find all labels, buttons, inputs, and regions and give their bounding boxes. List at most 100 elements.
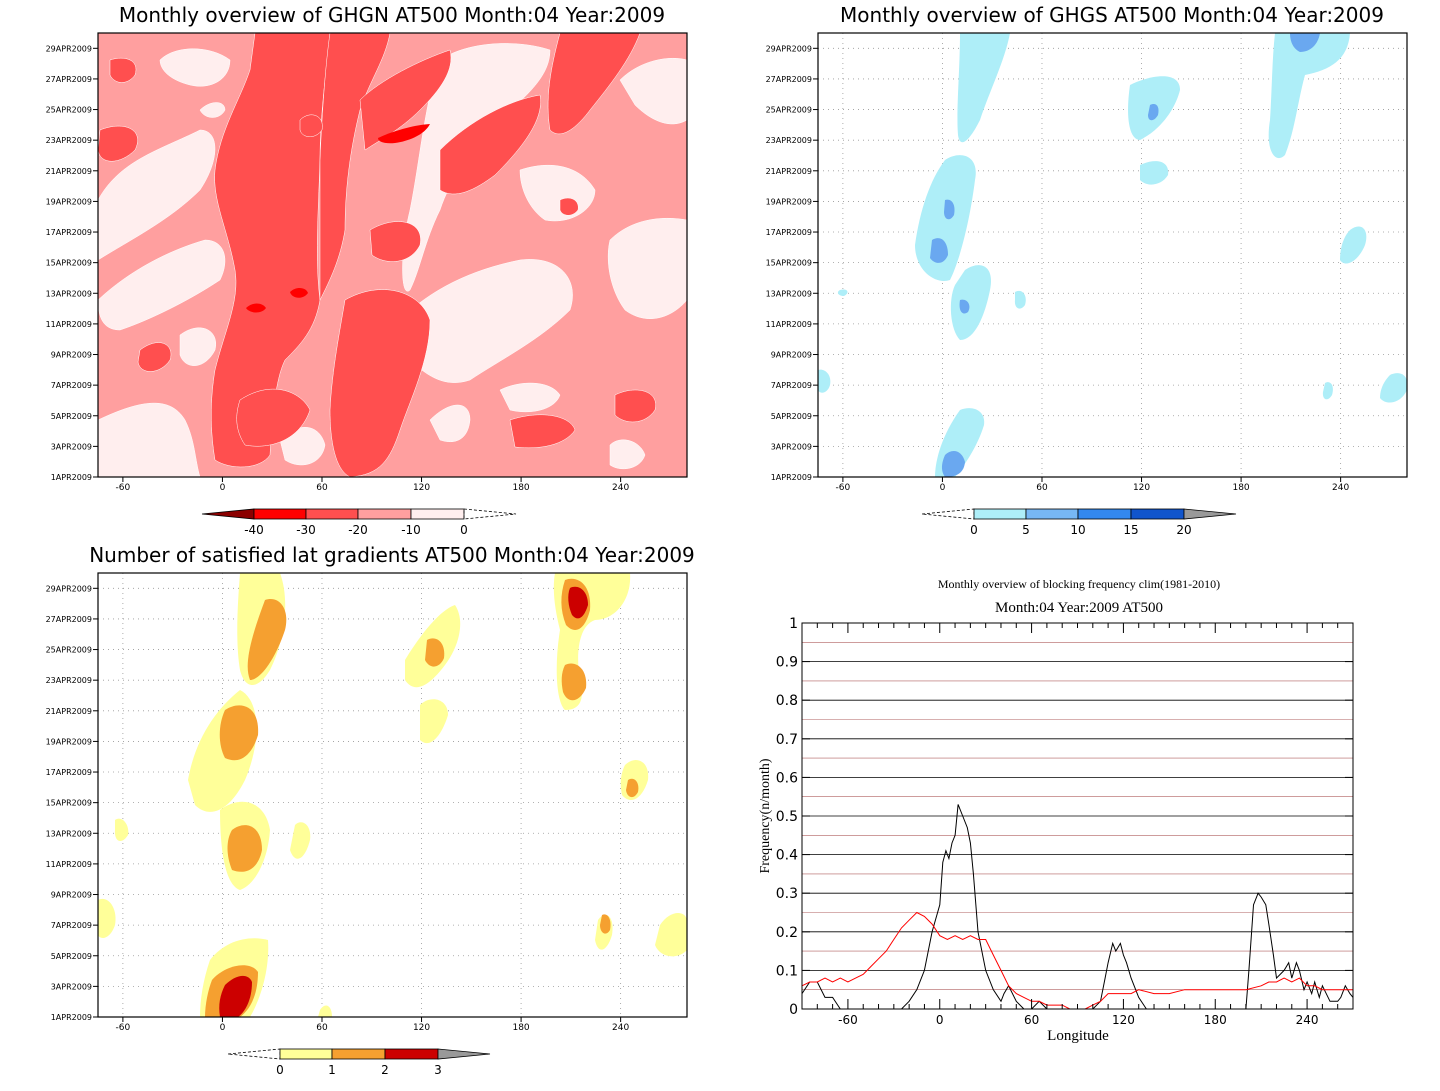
ghgn-y-tick-label: 27APR2009: [46, 75, 92, 84]
gradients-y-tick-label: 21APR2009: [46, 707, 92, 716]
gradients-y-tick-label: 17APR2009: [46, 768, 92, 777]
gradients-y-tick-label: 3APR2009: [51, 982, 92, 991]
frequency-x-tick-label: 0: [936, 1013, 944, 1027]
ghgs-cb-label: 5: [1022, 523, 1030, 537]
ghgn-x-tick-label: 240: [612, 483, 629, 493]
ghgs-x-tick-label: 180: [1232, 483, 1249, 493]
gradients-x-tick-label: 240: [612, 1023, 629, 1033]
ghgs-x-tick-label: 0: [940, 483, 946, 493]
frequency-xlabel: Longitude: [1047, 1028, 1109, 1044]
gradients-y-tick-label: 11APR2009: [46, 860, 92, 869]
gradients-cb-label: 2: [381, 1063, 389, 1077]
frequency-y-tick-label: 0.5: [776, 809, 798, 825]
gradients-y-tick-label: 29APR2009: [46, 584, 92, 593]
ghgn-y-tick-label: 15APR2009: [46, 259, 92, 268]
frequency-series-line-black: [801, 804, 1354, 1010]
ghgn-x-tick-label: 0: [220, 483, 226, 493]
ghgs-y-tick-label: 27APR2009: [766, 75, 812, 84]
ghgn-y-tick-label: 21APR2009: [46, 167, 92, 176]
gradients-y-tick-label: 19APR2009: [46, 737, 92, 746]
ghgn-cb-label: -20: [348, 523, 368, 537]
ghgn-y-tick-label: 29APR2009: [46, 44, 92, 53]
frequency-ylabel: Frequency(n/month): [758, 758, 773, 873]
gradients-y-tick-label: 5APR2009: [51, 952, 92, 961]
gradients-field: [98, 573, 687, 1017]
ghgn-x-tick-label: 120: [413, 483, 430, 493]
ghgs-y-tick-label: 7APR2009: [771, 381, 812, 390]
frequency-y-tick-label: 0.2: [776, 925, 798, 941]
ghgn-y-tick-label: 13APR2009: [46, 289, 92, 298]
frequency-y-tick-label: 0.4: [776, 848, 798, 864]
blocking-frequency-panel: Monthly overview of blocking frequency c…: [758, 577, 1354, 1044]
gradients-x-tick-label: 0: [220, 1023, 226, 1033]
ghgs-y-tick-label: 9APR2009: [771, 351, 812, 360]
ghgs-y-tick-label: 3APR2009: [771, 442, 812, 451]
ghgs-y-tick-label: 5APR2009: [771, 412, 812, 421]
ghgs-x-tick-label: 60: [1036, 483, 1048, 493]
ghgs-panel: Monthly overview of GHGS AT500 Month:04 …: [766, 3, 1408, 537]
ghgn-y-tick-label: 1APR2009: [51, 473, 92, 482]
ghgn-y-tick-label: 9APR2009: [51, 351, 92, 360]
ghgn-cb-label: 0: [460, 523, 468, 537]
frequency-x-tick-label: 60: [1024, 1013, 1039, 1027]
ghgn-y-tick-label: 23APR2009: [46, 136, 92, 145]
ghgn-y-tick-label: 11APR2009: [46, 320, 92, 329]
ghgs-colorbar: 0 5 10 15 20: [921, 508, 1237, 537]
ghgs-cb-label: 20: [1176, 523, 1191, 537]
ghgs-x-tick-label: 120: [1133, 483, 1150, 493]
frequency-y-tick-label: 0.9: [776, 655, 798, 671]
ghgs-y-tick-label: 11APR2009: [766, 320, 812, 329]
ghgn-x-tick-label: -60: [116, 483, 131, 493]
gradients-y-tick-label: 9APR2009: [51, 891, 92, 900]
ghgs-y-tick-label: 29APR2009: [766, 44, 812, 53]
ghgn-y-tick-label: 5APR2009: [51, 412, 92, 421]
gradients-cb-label: 1: [328, 1063, 336, 1077]
ghgs-cb-label: 15: [1123, 523, 1138, 537]
frequency-subtitle: Month:04 Year:2009 AT500: [995, 600, 1163, 616]
ghgs-y-tick-label: 17APR2009: [766, 228, 812, 237]
gradients-y-tick-label: 13APR2009: [46, 829, 92, 838]
ghgs-x-tick-label: 240: [1332, 483, 1349, 493]
gradients-x-tick-label: 60: [316, 1023, 328, 1033]
ghgn-colorbar: -40 -30 -20 -10 0: [201, 508, 517, 537]
gradients-y-tick-label: 1APR2009: [51, 1013, 92, 1022]
ghgs-cb-label: 10: [1070, 523, 1085, 537]
gradients-panel: Number of satisfied lat gradients AT500 …: [46, 543, 695, 1077]
frequency-x-tick-label: 120: [1112, 1013, 1135, 1027]
ghgs-y-tick-label: 1APR2009: [771, 473, 812, 482]
gradients-x-tick-label: 120: [413, 1023, 430, 1033]
ghgn-y-tick-label: 25APR2009: [46, 106, 92, 115]
gradients-cb-label: 0: [276, 1063, 284, 1077]
gradients-cb-label: 3: [434, 1063, 442, 1077]
gradients-x-tick-label: 180: [512, 1023, 529, 1033]
frequency-x-tick-label: 240: [1296, 1013, 1319, 1027]
frequency-y-tick-label: 0.7: [776, 732, 798, 748]
ghgs-y-tick-label: 15APR2009: [766, 259, 812, 268]
frequency-series-line-red: [801, 911, 1353, 1010]
ghgs-y-tick-label: 13APR2009: [766, 289, 812, 298]
ghgs-field: [818, 33, 1407, 477]
ghgs-y-tick-label: 23APR2009: [766, 136, 812, 145]
ghgn-cb-label: -30: [296, 523, 316, 537]
ghgs-x-tick-label: -60: [836, 483, 851, 493]
gradients-y-tick-label: 23APR2009: [46, 676, 92, 685]
ghgn-title: Monthly overview of GHGN AT500 Month:04 …: [119, 3, 665, 27]
ghgn-y-tick-label: 7APR2009: [51, 381, 92, 390]
frequency-x-tick-label: -60: [838, 1013, 858, 1027]
frequency-y-tick-label: 0.6: [776, 770, 798, 786]
ghgn-x-tick-label: 180: [512, 483, 529, 493]
ghgn-cb-label: -10: [401, 523, 421, 537]
gradients-y-tick-label: 27APR2009: [46, 615, 92, 624]
ghgs-title: Monthly overview of GHGS AT500 Month:04 …: [840, 3, 1384, 27]
frequency-y-tick-label: 0.1: [776, 963, 798, 979]
gradients-y-tick-label: 15APR2009: [46, 799, 92, 808]
gradients-colorbar: 0 1 2 3: [227, 1048, 491, 1077]
ghgs-cb-label: 0: [970, 523, 978, 537]
gradients-y-tick-label: 7APR2009: [51, 921, 92, 930]
gradients-title: Number of satisfied lat gradients AT500 …: [89, 543, 695, 567]
ghgn-y-tick-label: 3APR2009: [51, 442, 92, 451]
ghgn-cb-label: -40: [244, 523, 264, 537]
frequency-y-tick-label: 0: [789, 1002, 798, 1018]
ghgn-x-tick-label: 60: [316, 483, 328, 493]
frequency-x-tick-label: 180: [1204, 1013, 1227, 1027]
